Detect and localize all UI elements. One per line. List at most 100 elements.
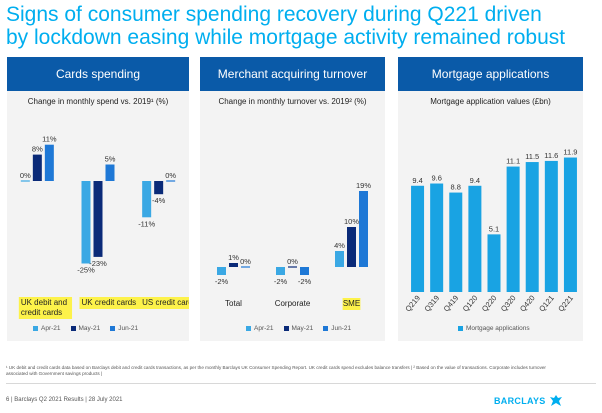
data-label-q121: 11.6 bbox=[544, 151, 558, 160]
legend-swatch-apr bbox=[246, 326, 251, 331]
bar-total-apr-21 bbox=[217, 267, 226, 275]
category-label-q220: Q220 bbox=[480, 294, 499, 314]
bar-uk-debit-and-credit-cards-apr-21 bbox=[20, 180, 30, 182]
legend-item-may: May-21 bbox=[283, 325, 314, 332]
category-label-q120: Q120 bbox=[461, 294, 480, 314]
category-highlight-uk-credit-cards bbox=[79, 297, 145, 309]
category-label-sme: SME bbox=[343, 299, 360, 308]
mortgage-applications-panel: Mortgage applications Mortgage applicati… bbox=[398, 57, 583, 341]
bar-q420 bbox=[525, 162, 539, 292]
bar-sme-may-21 bbox=[347, 227, 356, 267]
data-label-us-credit-cards-may-21: -4% bbox=[152, 196, 166, 205]
bar-q221 bbox=[563, 157, 577, 292]
legend-item-apr: Apr-21 bbox=[33, 325, 61, 332]
bar-uk-credit-cards-apr-21 bbox=[81, 181, 91, 264]
category-label-q221: Q221 bbox=[556, 294, 575, 314]
category-label-us-credit-cards: US credit cards bbox=[142, 298, 189, 307]
bar-q121 bbox=[544, 160, 558, 292]
merchant-panel-header: Merchant acquiring turnover bbox=[200, 57, 385, 91]
data-label-q120: 9.4 bbox=[470, 176, 480, 185]
bar-q319 bbox=[430, 183, 444, 292]
category-label-uk-debit-and-credit-cards: UK debit and bbox=[21, 298, 67, 307]
mortgage-panel-header: Mortgage applications bbox=[398, 57, 583, 91]
bar-q419 bbox=[449, 192, 463, 292]
bar-uk-debit-and-credit-cards-may-21 bbox=[32, 154, 42, 181]
data-label-uk-credit-cards-jun-21: 5% bbox=[105, 155, 116, 164]
legend-item-jun: Jun-21 bbox=[110, 325, 138, 332]
eagle-logo-icon bbox=[549, 395, 562, 406]
bar-corporate-apr-21 bbox=[276, 267, 285, 275]
data-label-q219: 9.4 bbox=[412, 176, 422, 185]
category-label-corporate: Corporate bbox=[275, 299, 311, 308]
data-label-sme-apr-21: 4% bbox=[334, 241, 345, 250]
legend-item-jun: Jun-21 bbox=[323, 325, 351, 332]
legend-swatch-may bbox=[283, 326, 289, 331]
legend-label-may: May-21 bbox=[291, 325, 314, 332]
cards-panel-subtitle: Change in monthly spend vs. 2019¹ (%) bbox=[27, 97, 169, 106]
bar-uk-credit-cards-jun-21 bbox=[105, 164, 115, 181]
data-label-q420: 11.5 bbox=[525, 152, 539, 161]
slide-title: Signs of consumer spending recovery duri… bbox=[6, 3, 566, 49]
legend-label-jun: Jun-21 bbox=[331, 325, 352, 332]
bar-q120 bbox=[468, 185, 482, 292]
data-label-q220: 5.1 bbox=[489, 224, 499, 233]
bar-q219 bbox=[411, 185, 425, 292]
brand: BARCLAYS bbox=[494, 394, 563, 408]
footer-text: 6 | Barclays Q2 2021 Results | 28 July 2… bbox=[6, 397, 123, 403]
legend-item-may: May-21 bbox=[70, 325, 101, 332]
legend-item-mortgage: Mortgage applications bbox=[458, 325, 530, 332]
cards-panel-header: Cards spending bbox=[7, 57, 189, 91]
bar-q320 bbox=[506, 166, 520, 292]
legend-label-may: May-21 bbox=[78, 325, 101, 332]
mortgage-legend: Mortgage applications bbox=[458, 325, 530, 332]
merchant-acquiring-panel: Merchant acquiring turnover Change in mo… bbox=[200, 57, 385, 341]
data-label-total-apr-21: -2% bbox=[215, 277, 229, 286]
category-label-total: Total bbox=[225, 299, 242, 308]
legend-label-mortgage: Mortgage applications bbox=[466, 325, 530, 332]
category-label-uk-debit-and-credit-cards-line-1: credit cards bbox=[21, 308, 62, 317]
data-label-us-credit-cards-jun-21: 0% bbox=[165, 171, 176, 180]
bar-corporate-jun-21 bbox=[300, 267, 309, 275]
data-label-uk-credit-cards-may-21: -23% bbox=[89, 259, 107, 268]
bar-q220 bbox=[487, 234, 501, 292]
bar-sme-jun-21 bbox=[359, 191, 368, 267]
bar-total-jun-21 bbox=[241, 266, 250, 268]
legend-label-apr: Apr-21 bbox=[41, 325, 61, 332]
data-label-uk-debit-and-credit-cards-jun-21: 11% bbox=[42, 135, 57, 144]
bar-us-credit-cards-jun-21 bbox=[166, 180, 176, 182]
legend-swatch-jun bbox=[110, 326, 116, 331]
legend-label-apr: Apr-21 bbox=[254, 325, 274, 332]
footnote: ¹ UK debit and credit cards data based o… bbox=[6, 365, 546, 376]
data-label-q221: 11.9 bbox=[563, 148, 577, 157]
data-label-uk-credit-cards-apr-21: -25% bbox=[77, 266, 95, 275]
bar-us-credit-cards-may-21 bbox=[154, 181, 164, 195]
cards-legend: Apr-21 May-21 Jun-21 bbox=[33, 325, 138, 332]
data-label-q320: 11.1 bbox=[506, 157, 520, 166]
category-label-q121: Q121 bbox=[537, 294, 556, 314]
legend-item-apr: Apr-21 bbox=[246, 325, 274, 332]
data-label-sme-may-21: 10% bbox=[344, 217, 359, 226]
bar-uk-debit-and-credit-cards-jun-21 bbox=[44, 144, 54, 181]
category-label-q419: Q419 bbox=[442, 294, 461, 314]
legend-swatch-jun bbox=[323, 326, 329, 331]
category-highlight-us-credit-cards bbox=[140, 297, 189, 309]
data-label-total-may-21: 1% bbox=[228, 253, 239, 262]
mortgage-applications-chart: 9.4 Q219 9.6 Q319 8.8 Q419 9.4 Q120 5.1 Q220 11.1 Q… bbox=[403, 148, 577, 314]
bar-total-may-21 bbox=[229, 263, 238, 267]
mortgage-panel-subtitle: Mortgage application values (£bn) bbox=[430, 97, 551, 106]
data-label-total-jun-21: 0% bbox=[240, 257, 251, 266]
data-label-q319: 9.6 bbox=[431, 174, 441, 183]
legend-swatch-apr bbox=[33, 326, 38, 331]
bar-us-credit-cards-apr-21 bbox=[142, 181, 152, 218]
data-label-corporate-jun-21: -2% bbox=[298, 277, 312, 286]
data-label-uk-debit-and-credit-cards-may-21: 8% bbox=[32, 145, 43, 154]
category-label-q219: Q219 bbox=[403, 294, 422, 314]
category-label-uk-credit-cards: UK credit cards bbox=[82, 298, 137, 307]
data-label-corporate-apr-21: -2% bbox=[274, 277, 288, 286]
data-label-uk-debit-and-credit-cards-apr-21: 0% bbox=[20, 171, 31, 180]
legend-swatch-mortgage bbox=[458, 326, 463, 331]
legend-swatch-may bbox=[70, 326, 76, 331]
category-highlight-sme bbox=[342, 298, 361, 310]
